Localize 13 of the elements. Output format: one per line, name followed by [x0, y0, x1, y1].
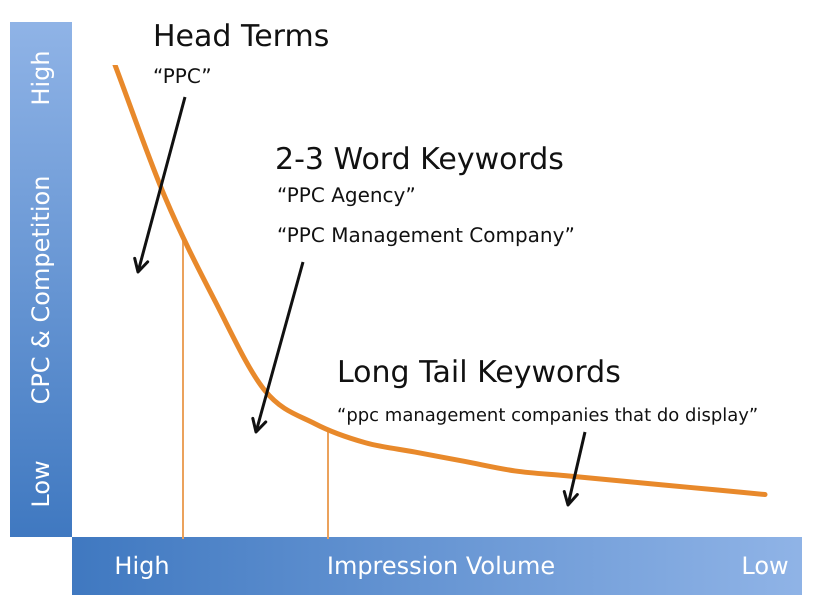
- annotation: “PPC Agency”: [277, 183, 416, 207]
- text: Low: [741, 552, 789, 580]
- x-axis-title: Impression Volume: [326, 552, 556, 580]
- annotation: Long Tail Keywords: [337, 355, 621, 390]
- annotation: 2-3 Word Keywords: [275, 142, 564, 177]
- text: Head Terms: [153, 19, 330, 54]
- text: Low: [27, 460, 55, 508]
- text: High: [27, 50, 55, 106]
- annotation: “ppc management companies that do display”: [337, 405, 758, 426]
- text: High: [114, 552, 170, 580]
- y-axis-title: CPC & Competition: [27, 176, 55, 404]
- annotation: “PPC Management Company”: [277, 223, 575, 247]
- annotation: “PPC”: [153, 64, 212, 88]
